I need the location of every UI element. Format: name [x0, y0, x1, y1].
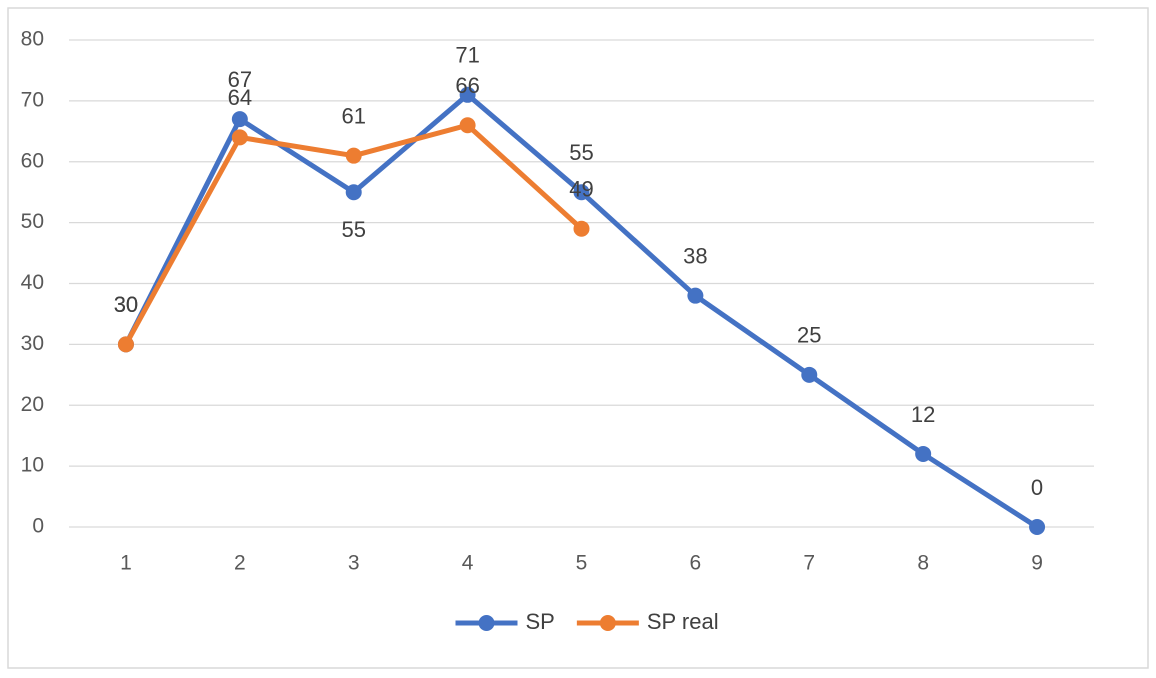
point-marker: [459, 86, 476, 103]
chart-border: [7, 7, 1149, 669]
data-label: 30: [114, 292, 138, 317]
data-label: 55: [341, 217, 365, 242]
y-tick-label: 20: [21, 393, 44, 416]
point-marker: [573, 184, 590, 201]
data-label: 49: [569, 177, 593, 202]
point-marker: [1029, 519, 1046, 535]
data-label: 25: [797, 323, 821, 348]
point-marker: [573, 220, 590, 237]
data-label: 66: [455, 73, 479, 98]
y-tick-label: 70: [21, 88, 44, 111]
y-tick-label: 10: [21, 454, 44, 477]
data-label: 64: [228, 85, 252, 110]
y-tick-label: 80: [21, 28, 44, 51]
x-tick-label: 3: [348, 552, 360, 575]
legend-label: SP real: [647, 609, 719, 634]
data-label: 12: [911, 402, 935, 427]
point-marker: [459, 117, 476, 134]
x-tick-label: 5: [576, 552, 588, 575]
y-tick-label: 0: [32, 515, 44, 538]
x-tick-label: 6: [690, 552, 702, 575]
x-tick-label: 9: [1031, 552, 1043, 575]
plot: [117, 86, 1046, 535]
x-tick-label: 1: [120, 552, 132, 575]
point-marker: [687, 287, 704, 304]
point-marker: [345, 184, 362, 201]
y-tick-label: 30: [21, 332, 44, 355]
x-tick-label: 4: [462, 552, 474, 575]
data-label: 71: [455, 43, 479, 68]
point-marker: [117, 336, 134, 353]
point-marker: [801, 366, 818, 383]
legend-marker: [599, 615, 616, 631]
data-label: 55: [569, 140, 593, 165]
data-label: 30: [114, 292, 138, 317]
x-tick-label: 7: [803, 552, 815, 575]
x-tick-label: 2: [234, 552, 246, 575]
y-tick-label: 60: [21, 149, 44, 172]
data-label: 38: [683, 243, 707, 268]
legend-label: SP: [526, 609, 555, 634]
x-tick-label: 8: [917, 552, 929, 575]
point-marker: [345, 147, 362, 164]
point-marker: [915, 445, 932, 462]
point-marker: [231, 129, 248, 146]
data-label: 67: [228, 67, 252, 92]
legend-marker: [478, 615, 495, 631]
data-label: 61: [341, 103, 365, 128]
y-tick-label: 40: [21, 271, 44, 294]
y-tick-label: 50: [21, 210, 44, 233]
data-label: 0: [1031, 475, 1043, 500]
point-marker: [231, 111, 248, 128]
